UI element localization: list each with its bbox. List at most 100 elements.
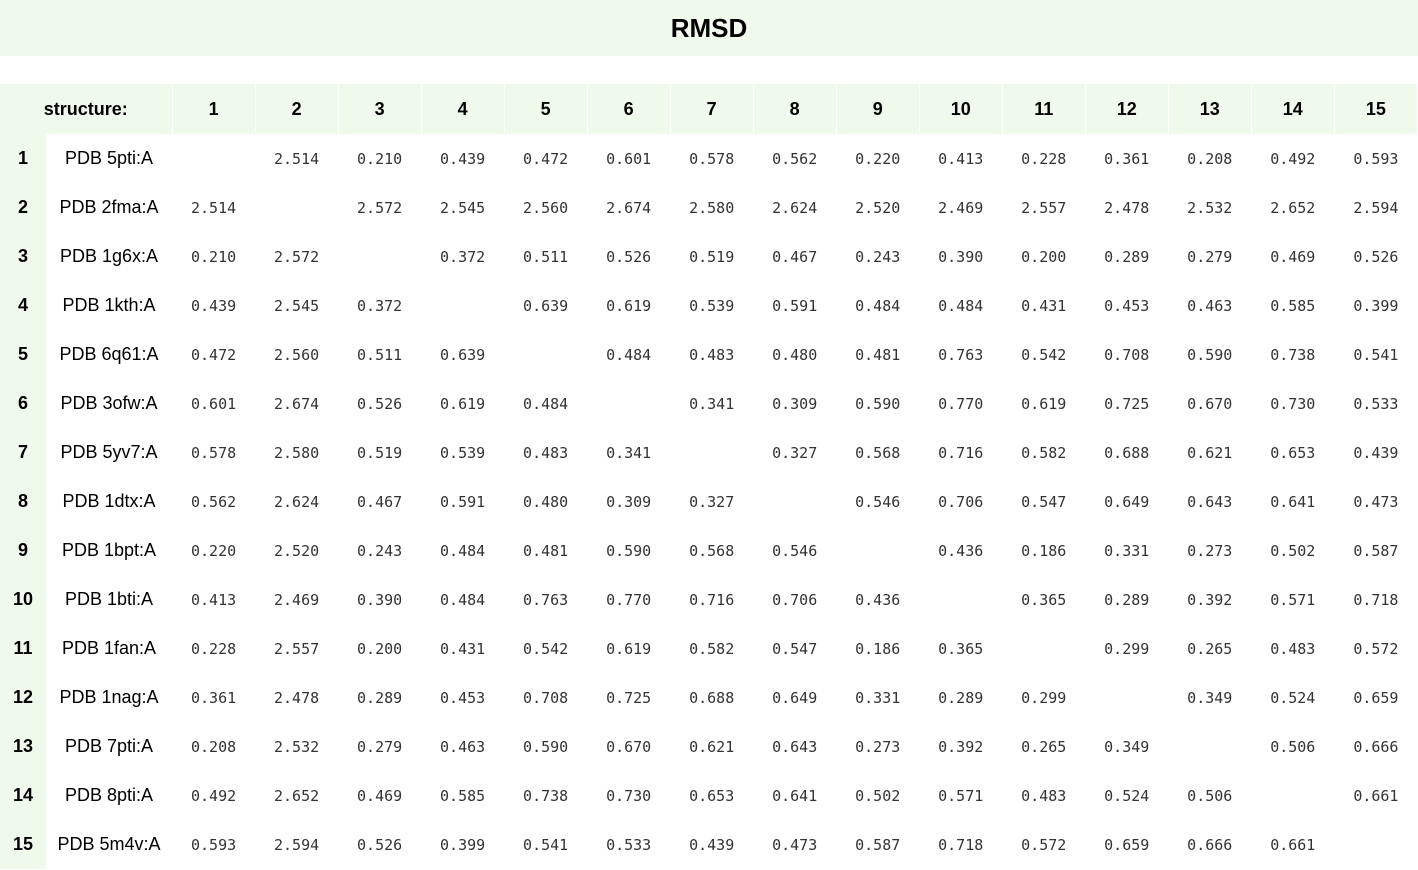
rmsd-cell: 0.220 [855,149,901,168]
rmsd-cell: 0.524 [1270,688,1316,707]
rmsd-cell: 0.578 [689,149,735,168]
rmsd-cell: 0.365 [1021,590,1067,609]
table-row: 15 PDB 5m4v:A 0.593 2.594 0.526 0.399 0.541 0.5… [0,820,1418,869]
rmsd-cell: 0.590 [523,737,569,756]
row-number: 5 [0,330,47,379]
rmsd-cell [255,183,338,232]
rmsd-cell: 0.289 [1104,590,1150,609]
rmsd-cell: 0.539 [689,296,735,315]
rmsd-cell: 0.526 [357,835,403,854]
rmsd-cell: 0.547 [1021,492,1067,511]
rmsd-cell [836,526,919,575]
column-header: 11 [1002,84,1086,134]
rmsd-cell [919,575,1002,624]
rmsd-cell: 2.514 [274,149,320,168]
rmsd-cell: 0.582 [689,639,735,658]
rmsd-cell: 0.506 [1270,737,1316,756]
rmsd-cell: 0.372 [440,247,486,266]
rmsd-cell: 0.593 [1353,149,1399,168]
rmsd-cell: 0.453 [1104,296,1150,315]
rmsd-cell: 0.708 [523,688,569,707]
structure-name: PDB 1bpt:A [62,540,157,560]
rmsd-cell: 0.770 [606,590,652,609]
rmsd-cell: 2.674 [274,394,320,413]
row-number: 13 [0,722,47,771]
rmsd-cell: 0.436 [938,541,984,560]
table-row: 8 PDB 1dtx:A 0.562 2.624 0.467 0.591 0.480 0.30… [0,477,1418,526]
column-header: 13 [1168,84,1252,134]
column-header: 6 [587,84,671,134]
row-number: 15 [0,820,47,869]
rmsd-cell: 0.390 [357,590,403,609]
rmsd-cell: 0.666 [1187,835,1233,854]
rmsd-cell: 0.492 [190,786,237,805]
rmsd-cell: 0.730 [1270,394,1316,413]
rmsd-cell: 0.349 [1104,737,1150,756]
row-number: 4 [0,281,47,330]
rmsd-cell: 0.483 [1270,639,1316,658]
rmsd-cell: 2.580 [274,443,320,462]
column-header: 14 [1251,84,1335,134]
rmsd-cell: 0.533 [606,835,652,854]
rmsd-cell: 2.545 [440,198,486,217]
rmsd-cell: 0.220 [190,541,237,560]
table-row: 14 PDB 8pti:A 0.492 2.652 0.469 0.585 0.738 0.7… [0,771,1418,820]
rmsd-cell: 0.562 [772,149,818,168]
rmsd-cell: 0.547 [772,639,818,658]
rmsd-cell: 0.279 [1187,247,1233,266]
header-structure-label: structure: [0,84,173,134]
rmsd-cell: 0.526 [1353,247,1399,266]
rmsd-cell: 0.484 [855,296,901,315]
rmsd-cell: 0.578 [190,443,237,462]
rmsd-cell: 0.519 [357,443,403,462]
rmsd-cell: 0.467 [772,247,818,266]
rmsd-cell: 0.299 [1021,688,1067,707]
column-header: 9 [836,84,920,134]
rmsd-cell: 2.560 [274,345,320,364]
rmsd-cell: 0.738 [523,786,569,805]
row-number: 7 [0,428,47,477]
rmsd-cell: 0.571 [1270,590,1316,609]
rmsd-cell: 0.365 [938,639,984,658]
rmsd-cell: 0.243 [855,247,901,266]
structure-name: PDB 6q61:A [59,344,159,364]
rmsd-cell: 0.439 [190,296,237,315]
rmsd-cell: 0.738 [1270,345,1316,364]
rmsd-cell: 0.659 [1104,835,1150,854]
rmsd-cell: 0.483 [689,345,735,364]
rmsd-cell: 0.341 [689,394,735,413]
rmsd-cell: 2.520 [855,198,901,217]
rmsd-cell: 0.413 [938,149,984,168]
rmsd-cell: 0.361 [190,688,237,707]
rmsd-cell: 0.568 [855,443,901,462]
rmsd-cell: 0.572 [1021,835,1067,854]
rmsd-cell: 0.562 [190,492,237,511]
rmsd-cell [504,330,587,379]
rmsd-cell: 0.708 [1104,345,1150,364]
rmsd-cell: 2.652 [1270,198,1316,217]
rmsd-cell [338,232,421,281]
rmsd-cell: 0.502 [855,786,901,805]
rmsd-cell: 0.309 [772,394,818,413]
rmsd-cell: 0.210 [357,149,403,168]
rmsd-cell: 0.327 [772,443,818,462]
rmsd-cell: 0.541 [1353,345,1399,364]
column-header: 2 [255,84,339,134]
rmsd-cell: 0.641 [772,786,818,805]
table-row: 1 PDB 5pti:A 2.514 0.210 0.439 0.472 0.601 0.57… [0,134,1418,183]
rmsd-cell: 0.469 [357,786,403,805]
column-header: 4 [421,84,505,134]
rmsd-cell: 2.580 [689,198,735,217]
header-row: structure: 1 2 3 4 5 6 7 8 9 10 11 12 13 14 15 [0,84,1418,134]
rmsd-cell: 0.688 [689,688,735,707]
title-bar: RMSD [0,0,1418,56]
rmsd-cell: 0.265 [1187,639,1233,658]
rmsd-cell: 2.478 [274,688,320,707]
structure-name: PDB 1g6x:A [60,246,159,266]
rmsd-cell: 0.502 [1270,541,1316,560]
rmsd-cell: 0.273 [855,737,901,756]
row-number: 1 [0,134,47,183]
rmsd-cell: 0.582 [1021,443,1067,462]
table-row: 5 PDB 6q61:A 0.472 2.560 0.511 0.639 0.484 0.48… [0,330,1418,379]
rmsd-cell: 0.716 [938,443,984,462]
